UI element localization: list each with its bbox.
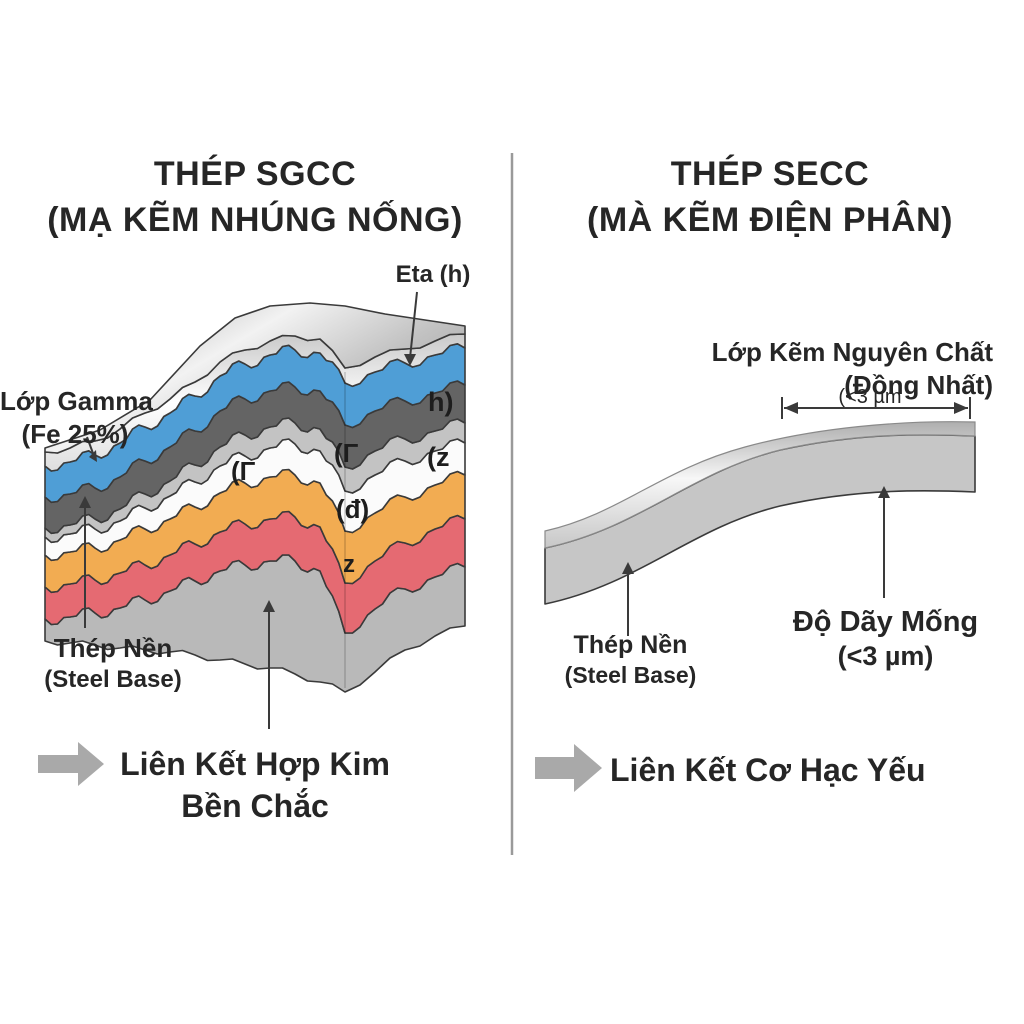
layer-annotation-z-corner: z xyxy=(343,551,355,578)
left-panel-title: THÉP SGCC (MẠ KẼM NHÚNG NỐNG) xyxy=(30,152,480,244)
alloy-bond-line2: Bền Chắc xyxy=(181,787,329,824)
right-title-line1: THÉP SECC xyxy=(670,155,870,193)
layer-annotation-d-corner: (đ) xyxy=(336,494,370,524)
thickness-arrowhead-icon xyxy=(878,486,890,498)
alloy-bond-arrowhead-icon xyxy=(263,600,275,612)
layer-annotation-h: h) xyxy=(428,387,454,417)
layer-annotation-gamma-corner: (Γ xyxy=(334,438,359,468)
alloy-bond-label: Liên Kết Hợp Kim Bền Chắc xyxy=(110,744,400,827)
thickness-label-line2: (<3 µm) xyxy=(837,641,934,672)
steel-base-label-right: Thép Nền (Steel Base) xyxy=(548,630,713,690)
gamma-arrowhead-icon xyxy=(89,450,97,462)
zinc-label-line1: Lớp Kẽm Nguyên Chất xyxy=(711,337,993,367)
right-title-line2: (MÀ KẼM ĐIỆN PHÂN) xyxy=(587,200,953,239)
metallic-top-surface xyxy=(44,302,466,454)
left-title-line1: THÉP SGCC xyxy=(153,155,357,193)
dimension-label: (<3 µm xyxy=(838,386,902,408)
steel-base-right-line2: (Steel Base) xyxy=(564,662,697,689)
sheet-zinc-coating xyxy=(544,421,976,549)
layer-annotation-z-right: (z xyxy=(427,442,450,472)
steel-base-right-line1: Thép Nền xyxy=(573,631,688,659)
steel-base-left-line1: Thép Nền xyxy=(53,633,173,663)
secc-sheet xyxy=(544,421,976,605)
dimension-arrowhead-right-icon xyxy=(954,402,968,414)
layer-annotation-gamma-center: (Γ xyxy=(231,456,256,486)
dimension-line xyxy=(781,397,971,419)
arrow-right-icon xyxy=(38,742,104,786)
steel-base-arrowhead-right-icon xyxy=(622,562,634,574)
dimension-arrowhead-left-icon xyxy=(784,402,798,414)
zinc-coating-label: Lớp Kẽm Nguyên Chất (Đồng Nhất) xyxy=(697,336,993,401)
eta-arrow xyxy=(409,291,418,359)
left-title-line2: (MẠ KẼM NHÚNG NỐNG) xyxy=(47,200,463,239)
right-panel-title: THÉP SECC (MÀ KẼM ĐIỆN PHÂN) xyxy=(545,152,995,244)
alloy-bond-line1: Liên Kết Hợp Kim xyxy=(120,746,390,782)
gamma-label-line1: Lớp Gamma xyxy=(0,386,153,416)
mechanical-bond-label: Liên Kết Cơ Hạc Yếu xyxy=(610,752,926,788)
annotation-arrows xyxy=(79,291,971,729)
steel-base-label-left: Thép Nền (Steel Base) xyxy=(28,632,198,695)
gamma-label-line2: (Fe 25%) xyxy=(21,418,129,449)
thickness-label-line1: Độ Dãy Mống xyxy=(792,606,979,638)
eta-label: Eta (h) xyxy=(395,261,471,288)
gamma-label: Lớp Gamma (Fe 25%) xyxy=(0,385,153,450)
steel-base-left-line2: (Steel Base) xyxy=(44,665,182,693)
thickness-label: Độ Dãy Mống (<3 µm) xyxy=(783,604,988,674)
zinc-label-line2: (Đồng Nhất) xyxy=(844,369,993,400)
eta-arrowhead-icon xyxy=(404,354,416,366)
steel-base-arrowhead-left-icon xyxy=(79,496,91,508)
arrow-right-icon xyxy=(535,744,602,792)
sgcc-layer-block xyxy=(44,302,466,693)
gamma-arrow xyxy=(86,436,95,457)
